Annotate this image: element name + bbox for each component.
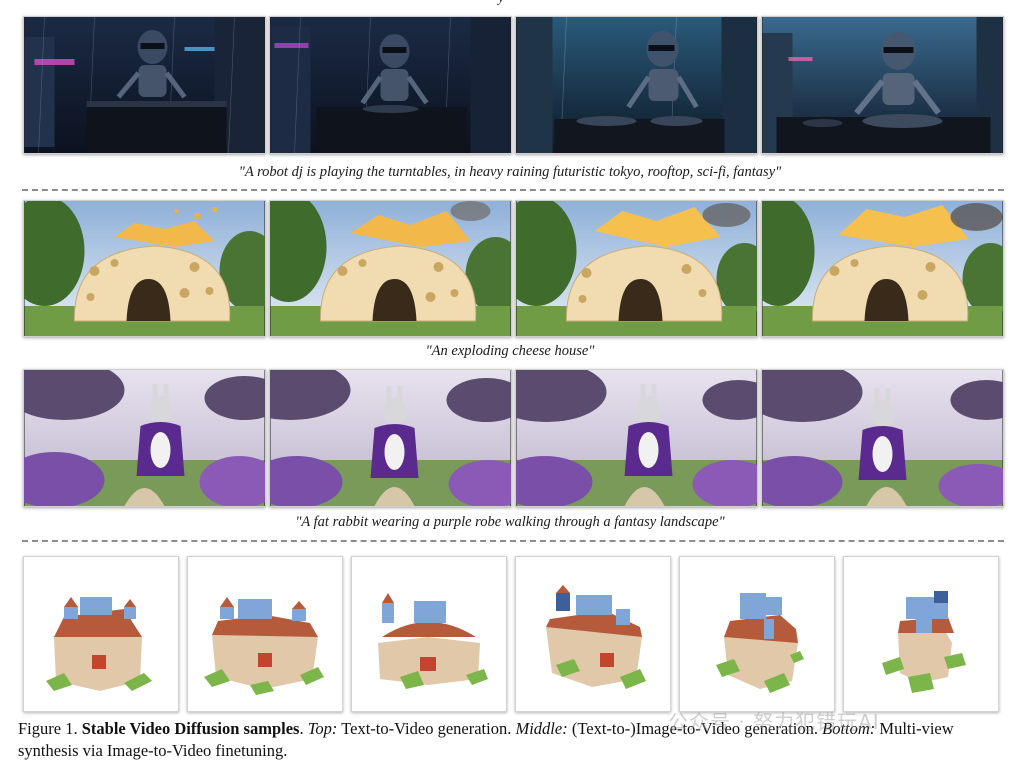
rabbit-frame-3 [515,369,758,507]
top-text: Text-to-Video generation. [341,719,512,738]
robot-dj-frame-3 [515,16,758,154]
cheese-house-image [516,201,757,336]
cheese-house-image [762,201,1003,336]
row-2-prompt-caption: "An exploding cheese house" [425,343,595,359]
row-divider-2 [22,540,1004,542]
rabbit-frame-2 [269,369,512,507]
rabbit-frame-1 [23,369,266,507]
robot-dj-image [762,17,1003,153]
cheese-house-image [270,201,511,336]
figure-title: Stable Video Diffusion samples [81,719,300,738]
castle-view-6 [843,556,999,712]
middle-text: (Text-to-)Image-to-Video generation. [571,719,818,738]
rabbit-image [762,370,1003,506]
figure-label: Figure 1. [18,719,78,738]
castle-3d-image [716,593,804,693]
wechat-watermark: 公众号 · 努力犯错玩AI [668,710,880,734]
robot-dj-frame-4 [761,16,1004,154]
middle-label: Middle: [515,719,568,738]
castle-3d-image [46,597,152,691]
castle-3d-image [546,585,646,689]
castle-view-5 [679,556,835,712]
row-divider-1 [22,189,1004,191]
robot-dj-frame-1 [23,16,266,154]
row-1-prompt-caption: "A robot dj is playing the turntables, i… [238,164,782,180]
castle-view-1 [23,556,179,712]
top-label: Top: [307,719,338,738]
castle-3d-image [378,593,488,689]
bottom-text: Multi-view synthesis via Image-to-Video … [18,719,954,760]
bottom-label: Bottom: [822,719,876,738]
rabbit-image [516,370,757,506]
robot-dj-frame-2 [269,16,512,154]
rabbit-frame-4 [761,369,1004,507]
robot-dj-image [270,17,511,153]
rabbit-image [24,370,265,506]
figure-caption: Figure 1. Stable Video Diffusion samples… [18,719,954,760]
castle-view-3 [351,556,507,712]
castle-view-4 [515,556,671,712]
top-cutoff-text: y [498,0,504,7]
row-3-prompt-caption: "A fat rabbit wearing a purple robe walk… [295,514,725,530]
castle-view-2 [187,556,343,712]
rabbit-image [270,370,511,506]
robot-dj-image [516,17,757,153]
cheese-house-frame-4 [761,200,1004,337]
castle-3d-image [204,597,324,695]
cheese-house-image [24,201,265,336]
cheese-house-frame-1 [23,200,266,337]
cheese-house-frame-2 [269,200,512,337]
castle-3d-image [882,591,966,693]
cheese-house-frame-3 [515,200,758,337]
robot-dj-image [24,17,265,153]
